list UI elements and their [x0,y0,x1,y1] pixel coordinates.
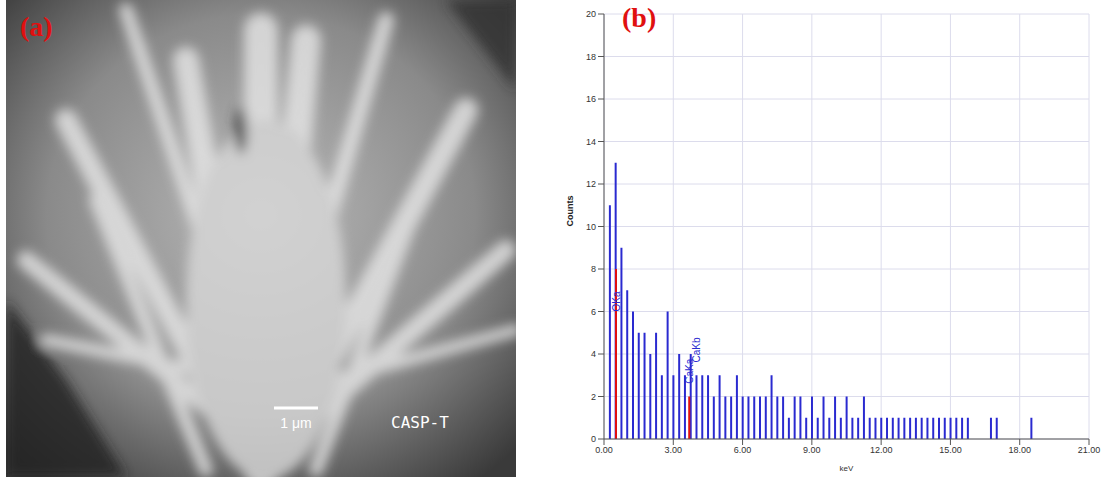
svg-text:21.00: 21.00 [1078,445,1101,455]
svg-text:4: 4 [591,349,596,359]
svg-text:3.00: 3.00 [665,445,683,455]
svg-text:15.00: 15.00 [939,445,962,455]
svg-text:1 μm: 1 μm [280,415,311,431]
svg-text:keV: keV [840,464,854,473]
svg-text:10: 10 [586,222,596,232]
svg-text:OKa: OKa [611,291,622,311]
svg-text:0: 0 [591,434,596,444]
svg-text:CaKa: CaKa [683,358,695,384]
svg-text:Counts: Counts [565,196,575,227]
svg-text:CaKb: CaKb [691,337,702,362]
svg-text:2: 2 [591,392,596,402]
svg-text:20: 20 [586,9,596,19]
html-text:(b): (b) [622,2,657,33]
svg-text:12: 12 [586,179,596,189]
svg-text:14: 14 [586,137,596,147]
svg-text:6.00: 6.00 [734,445,752,455]
svg-text:9.00: 9.00 [803,445,821,455]
svg-text:18.00: 18.00 [1008,445,1031,455]
svg-text:(a): (a) [20,11,53,42]
svg-text:6: 6 [591,307,596,317]
svg-text:0.00: 0.00 [595,445,613,455]
svg-text:8: 8 [591,264,596,274]
svg-text:CASP-T: CASP-T [391,413,449,432]
svg-text:18: 18 [586,52,596,62]
svg-text:12.00: 12.00 [870,445,893,455]
svg-text:16: 16 [586,94,596,104]
